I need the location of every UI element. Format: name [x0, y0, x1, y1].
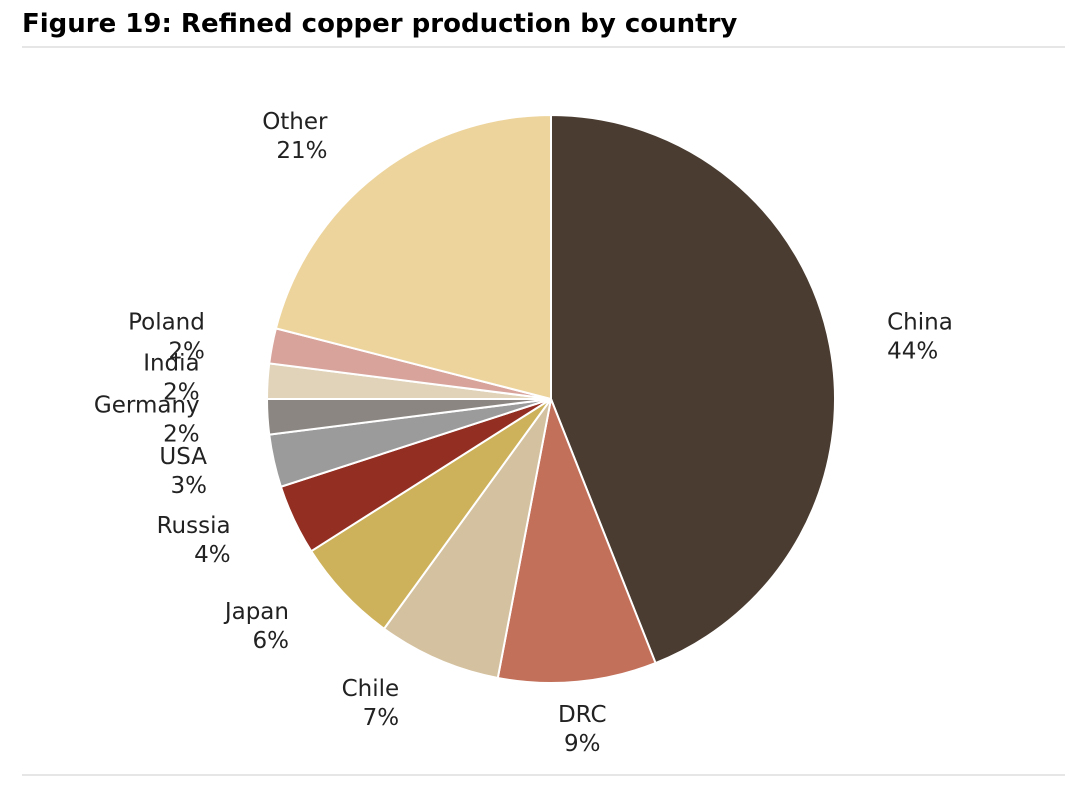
slice-label: Japan	[223, 599, 289, 625]
slice-value-label: 2%	[163, 421, 200, 447]
slice-value-label: 44%	[887, 338, 938, 364]
slice-value-label: 6%	[252, 628, 289, 654]
slice-label: Chile	[342, 676, 400, 702]
slice-label: Russia	[157, 513, 231, 539]
slice-value-label: 2%	[163, 380, 200, 406]
slice-label: Poland	[128, 309, 205, 335]
slice-value-label: 7%	[363, 705, 400, 731]
pie-slice	[382, 398, 552, 680]
slice-label: DRC	[558, 702, 607, 728]
slice-value-label: 21%	[276, 138, 327, 164]
slice-label: USA	[159, 444, 207, 470]
slice-value-label: 2%	[168, 338, 205, 364]
slice-label: Germany	[94, 392, 200, 418]
pie-slice	[496, 395, 657, 685]
slice-label: China	[887, 309, 953, 335]
chart-title: Figure 19: Refined copper production by …	[22, 9, 737, 39]
slice-value-label: 4%	[194, 542, 231, 568]
pie-slice	[550, 113, 836, 665]
slice-label: India	[143, 351, 199, 377]
slice-label: Other	[262, 109, 328, 135]
pie-slice	[274, 113, 552, 401]
slice-value-label: 3%	[170, 473, 207, 499]
slice-value-label: 9%	[564, 731, 601, 757]
